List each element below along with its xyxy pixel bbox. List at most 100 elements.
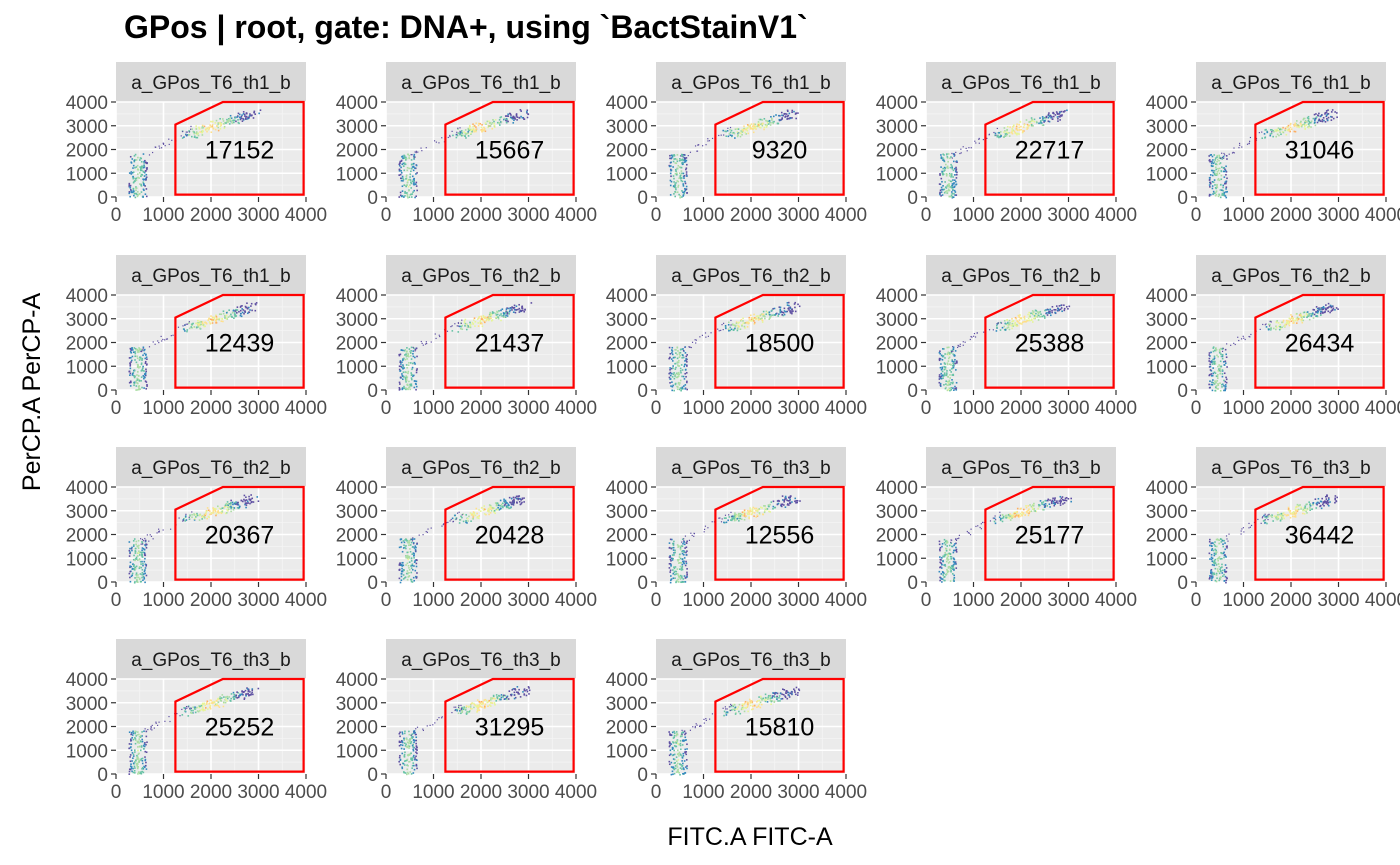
density-point [775, 313, 777, 315]
density-point [761, 119, 764, 121]
density-point [217, 123, 219, 126]
density-point [952, 196, 955, 199]
density-point [947, 380, 949, 383]
density-point [1005, 323, 1007, 325]
density-point [734, 137, 736, 139]
density-point [131, 191, 134, 194]
density-point [414, 183, 417, 186]
density-point [940, 567, 943, 569]
density-point [398, 170, 401, 172]
density-point [1212, 382, 1215, 384]
density-point [680, 170, 683, 172]
density-point [401, 366, 403, 369]
density-point [405, 376, 407, 379]
density-point [409, 355, 412, 357]
density-point [139, 356, 142, 359]
density-point [955, 549, 957, 552]
density-point [950, 371, 952, 373]
density-point [950, 569, 952, 572]
sparse-point [959, 152, 961, 155]
density-point [400, 170, 402, 172]
density-point [507, 503, 510, 506]
density-point [761, 321, 764, 323]
sparse-point [449, 520, 451, 522]
density-point [213, 316, 216, 319]
density-point [725, 517, 727, 519]
density-point [488, 125, 490, 127]
density-point [493, 124, 496, 127]
density-point [518, 303, 520, 306]
density-point [407, 572, 409, 575]
density-point [732, 328, 735, 331]
density-point [669, 581, 672, 584]
sparse-point [962, 146, 964, 148]
density-point [770, 115, 772, 118]
density-point [755, 125, 757, 128]
density-point [955, 180, 957, 183]
sparse-point [721, 324, 723, 326]
density-point [747, 513, 749, 516]
density-point [490, 123, 493, 126]
density-point [672, 549, 675, 551]
density-point [680, 364, 683, 366]
density-point [947, 558, 950, 561]
plot-title: GPos | root, gate: DNA+, using `BactStai… [124, 9, 808, 45]
density-point [950, 557, 952, 560]
density-point [497, 508, 500, 511]
density-point [460, 325, 463, 328]
density-point [1327, 302, 1330, 305]
density-point [1217, 355, 1220, 358]
density-point [406, 195, 409, 198]
density-point [405, 175, 408, 178]
density-point [1320, 307, 1322, 309]
sparse-point [170, 528, 172, 530]
y-tick-label: 0 [367, 381, 378, 402]
density-point [241, 311, 244, 314]
density-point [942, 153, 944, 156]
density-point [1294, 122, 1297, 125]
density-point [776, 122, 779, 125]
density-point [1018, 133, 1020, 135]
density-point [1059, 116, 1061, 118]
density-point [787, 500, 790, 502]
density-point [131, 355, 134, 358]
density-point [731, 132, 734, 134]
density-point [948, 544, 951, 547]
density-point [128, 182, 131, 185]
density-point [402, 364, 404, 366]
density-point [478, 509, 480, 511]
density-point [953, 183, 955, 185]
sparse-point [730, 324, 732, 326]
density-point [762, 315, 765, 317]
density-point [232, 309, 235, 312]
density-point [400, 575, 403, 578]
sparse-point [702, 145, 704, 147]
density-point [415, 380, 418, 383]
density-point [680, 176, 682, 179]
density-point [143, 576, 145, 579]
density-point [941, 157, 944, 159]
density-point [1210, 383, 1213, 386]
sparse-point [959, 343, 961, 345]
density-point [1293, 130, 1296, 133]
density-point [509, 309, 511, 312]
density-point [244, 115, 246, 117]
density-point [766, 122, 769, 124]
x-tick-label: 4000 [825, 590, 867, 611]
density-point [952, 366, 955, 369]
density-point [493, 120, 495, 123]
density-point [513, 306, 516, 309]
density-point [255, 302, 258, 304]
density-point [747, 132, 750, 135]
density-point [1021, 321, 1024, 324]
y-tick-label: 4000 [606, 286, 648, 307]
density-point [146, 162, 148, 164]
density-point [680, 179, 683, 182]
density-point [505, 121, 508, 124]
density-point [1321, 308, 1324, 311]
density-point [472, 319, 475, 321]
density-point [1219, 156, 1222, 159]
density-point [237, 118, 239, 121]
